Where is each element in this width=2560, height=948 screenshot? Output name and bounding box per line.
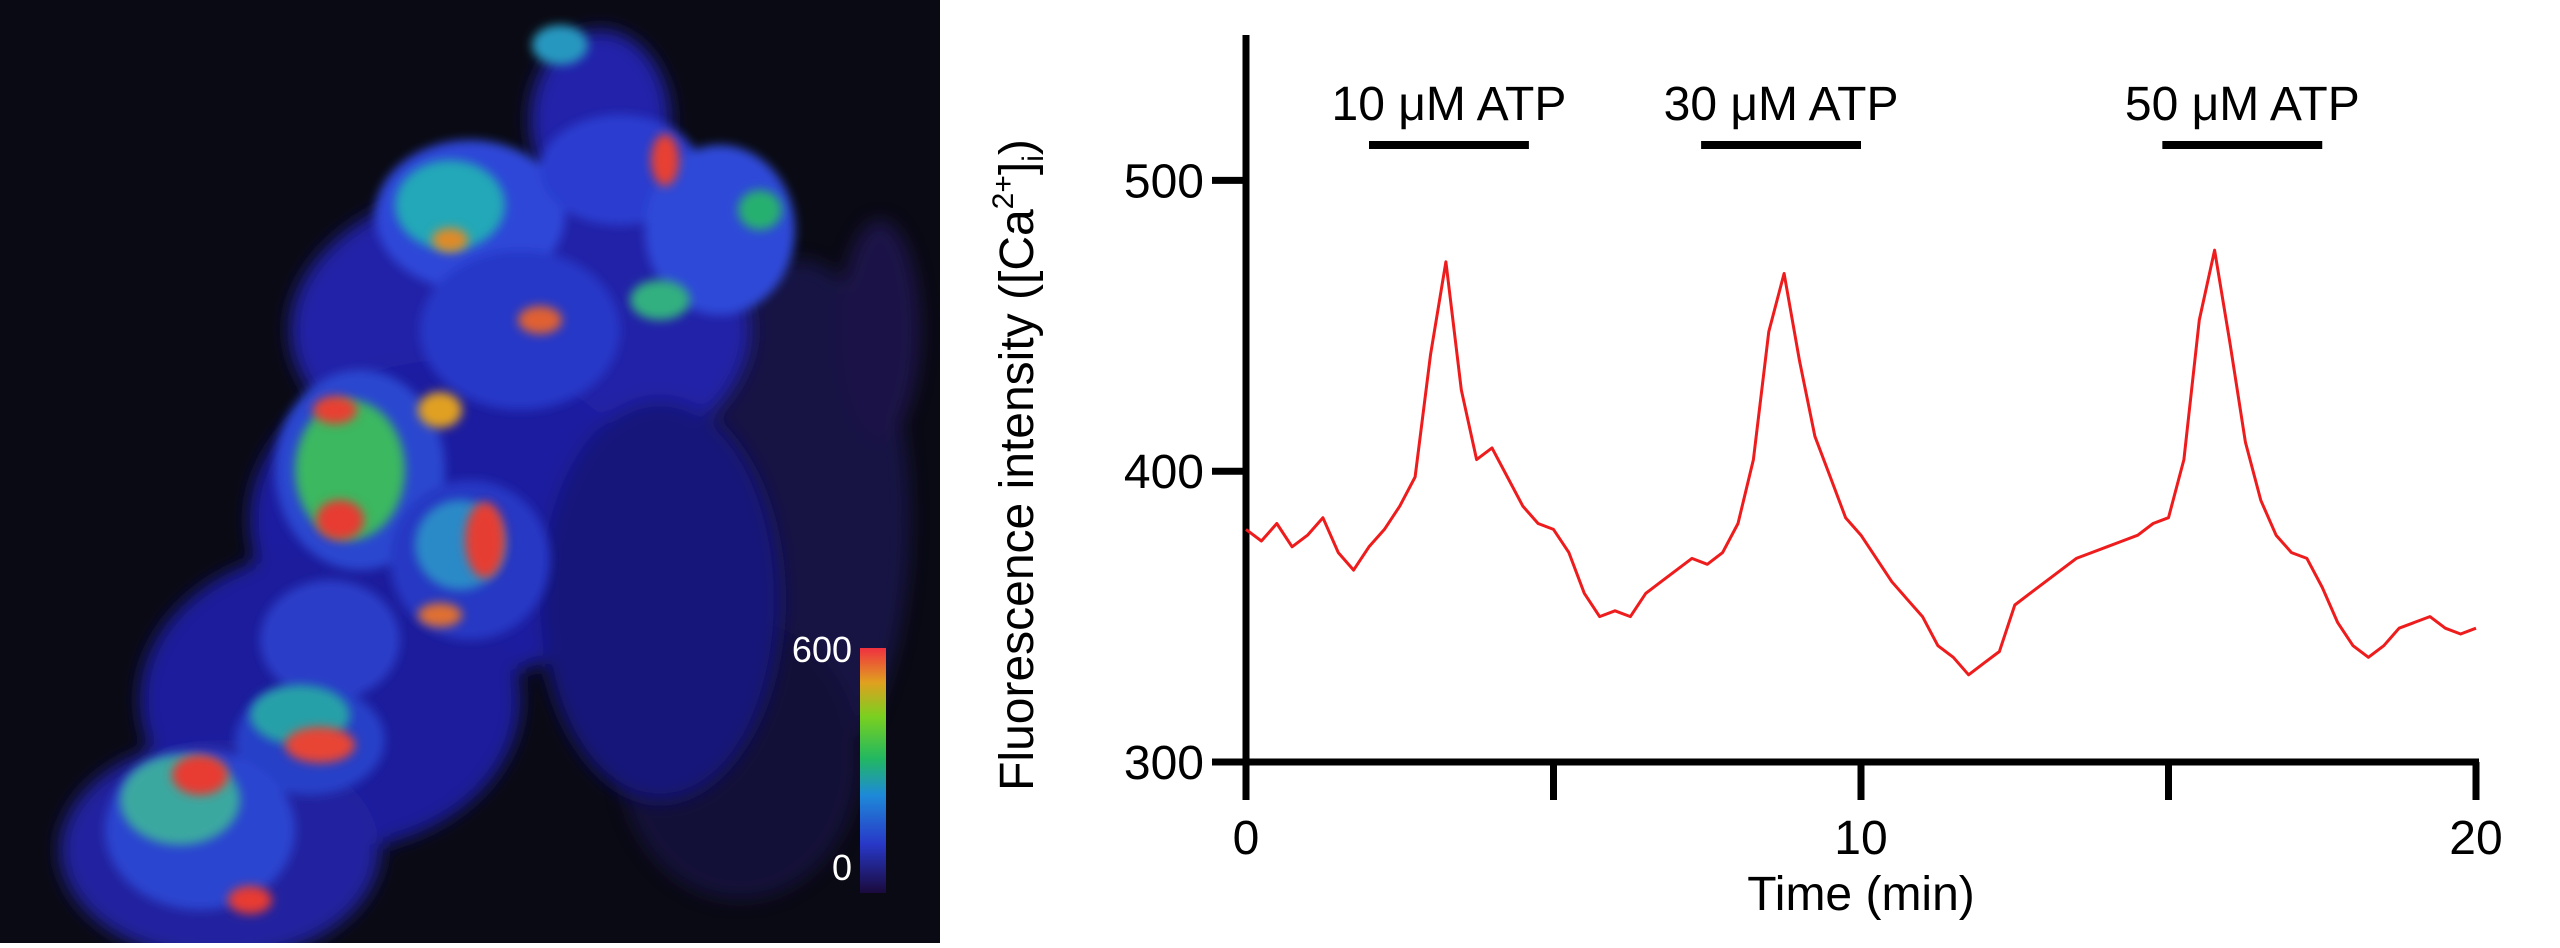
y-axis-title-close: ] (991, 162, 1044, 175)
y-axis-title-main: Fluorescence intensity ([Ca (991, 209, 1044, 791)
y-tick-label: 500 (1124, 155, 1204, 208)
colorbar-max-label: 600 (792, 629, 852, 670)
axes: 300 400 500 0 10 20 (1124, 35, 2503, 865)
colorbar-min-label: 0 (832, 847, 852, 888)
stimulus-label: 10 μM ATP (1332, 78, 1567, 131)
x-axis-title: Time (min) (1747, 868, 1975, 921)
y-tick-label: 400 (1124, 446, 1204, 499)
y-tick-label: 300 (1124, 737, 1204, 790)
stimulus-label: 30 μM ATP (1664, 78, 1899, 131)
calcium-trace-chart: Fluorescence intensity ([Ca2+]i) Time (m… (940, 0, 2560, 943)
stimulus-label: 50 μM ATP (2125, 78, 2360, 131)
x-tick-label: 20 (2449, 812, 2502, 865)
stimulus-bars: 10 μM ATP 30 μM ATP 50 μM ATP (1332, 78, 2360, 149)
colorbar (860, 648, 886, 893)
y-axis-title-sup: 2+ (987, 175, 1020, 209)
chart-svg: Fluorescence intensity ([Ca2+]i) Time (m… (987, 35, 2503, 921)
x-tick-label: 0 (1233, 812, 1260, 865)
y-axis-title-sub: i (1017, 155, 1050, 162)
trace-lines (1245, 248, 2477, 677)
fluorescence-micrograph: 600 0 (0, 0, 940, 943)
svg-text:Fluorescence intensity ([Ca2+]: Fluorescence intensity ([Ca2+]i) (987, 139, 1050, 791)
y-axis-title-end: ) (991, 139, 1044, 155)
x-tick-label: 10 (1834, 812, 1887, 865)
trace-line (1245, 248, 2477, 677)
y-axis-title: Fluorescence intensity ([Ca2+]i) (987, 139, 1050, 791)
micrograph-image: 600 0 (0, 0, 940, 943)
